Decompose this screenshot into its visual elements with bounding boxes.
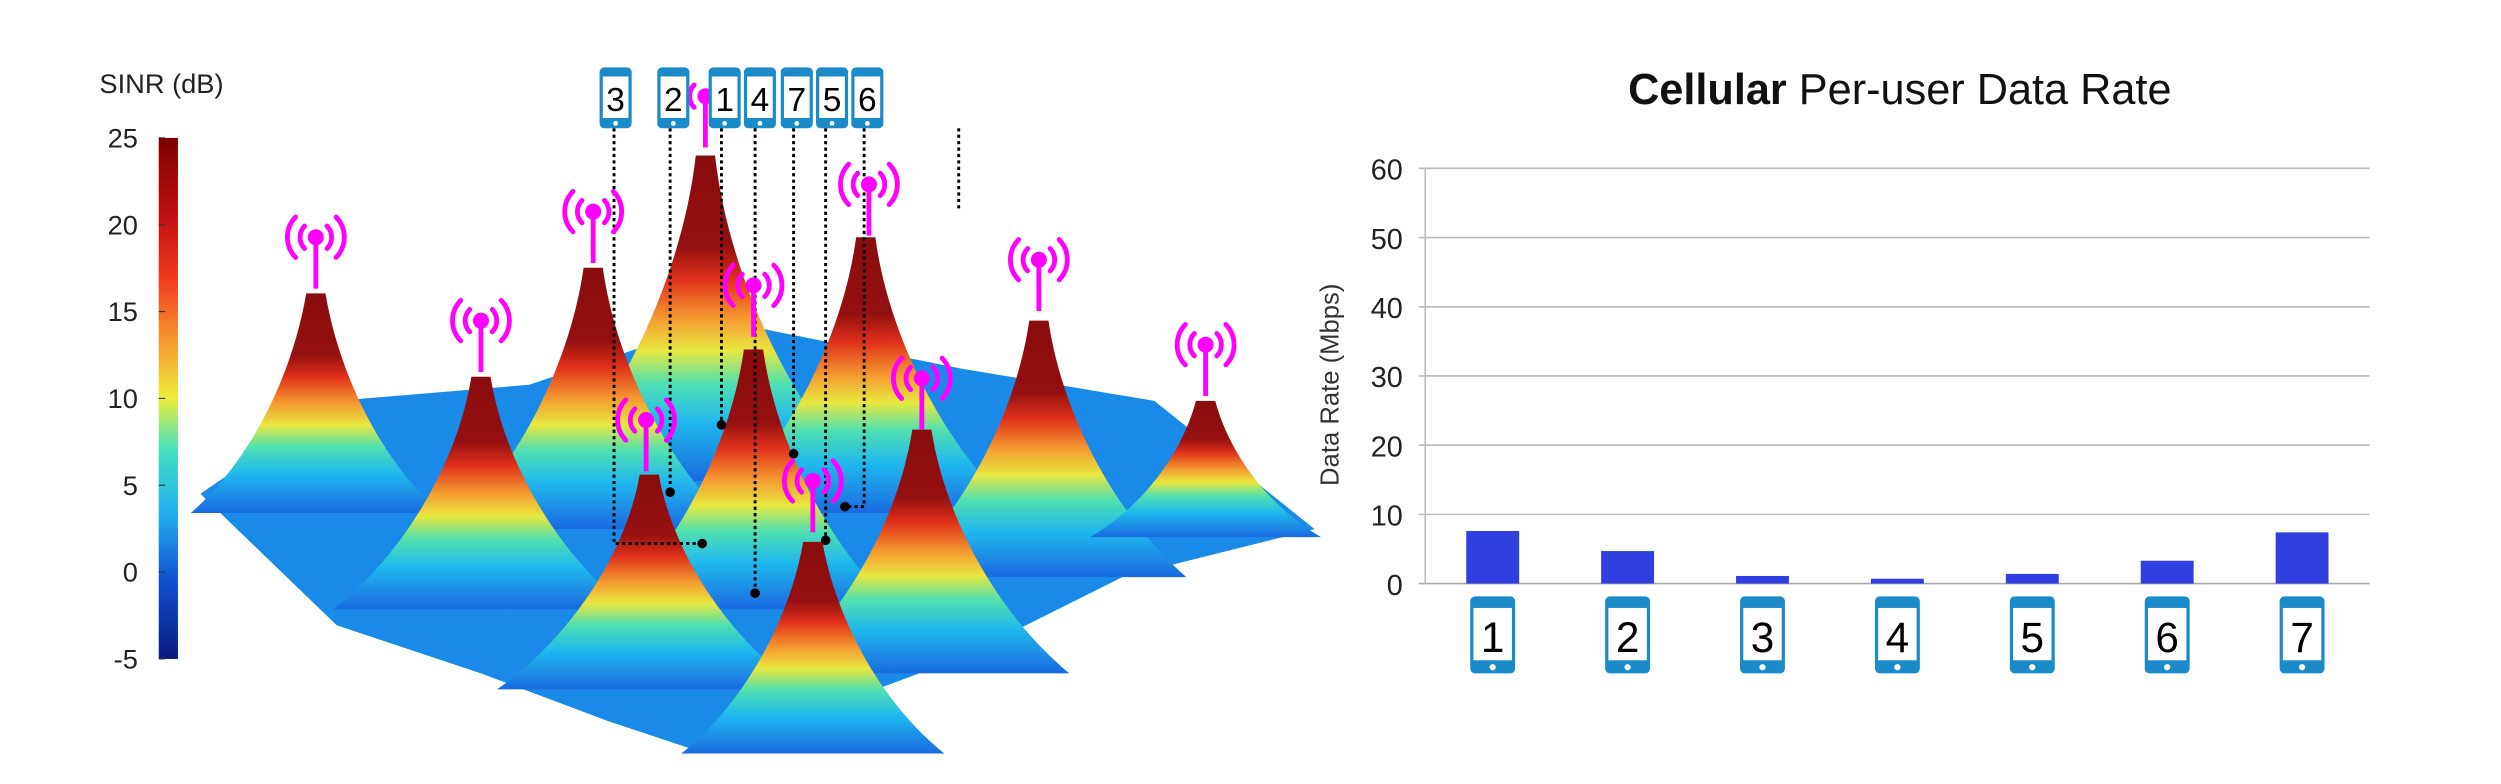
antenna-icon [284,214,347,289]
smartphone-icon: 5 [2009,596,2055,674]
smartphone-icon: 4 [743,67,776,129]
colorbar-tick-label: 5 [123,470,138,501]
colorbar-tick-label: 15 [108,296,138,327]
colorbar-tick-label: 10 [108,383,138,414]
phone-label: 5 [2021,614,2045,661]
user-location-dot [840,501,850,512]
sinr-peak [448,267,738,530]
chart-title: Cellular Per-user Data Rate [1628,66,2171,114]
colorbar-tick-label: 0 [123,557,138,588]
user-location-dot [750,588,760,599]
smartphone-icon: 6 [851,67,884,129]
smartphone-icon: 7 [780,67,813,129]
bar [1870,578,1924,584]
smartphone-icon: 5 [816,67,849,129]
colorbar [158,137,178,659]
y-tick-label: 50 [1371,224,1403,256]
antenna-icon [615,397,677,472]
smartphone-icon: 1 [708,67,741,129]
bar [2140,560,2194,584]
sinr-peak [333,376,629,610]
user-location-dot [716,420,727,430]
colorbar-title: SINR (dB) [99,68,223,99]
antenna-icon [1174,322,1237,397]
bar [1466,530,1520,584]
colorbar-tick-label: 20 [108,209,138,240]
bar [1601,551,1655,584]
sinr-surface [190,155,1322,754]
smartphone-icon: 2 [657,67,690,129]
smartphone-icon: 1 [1470,596,1516,674]
bar [1736,575,1789,584]
y-tick-label: 40 [1371,293,1403,325]
phone-label: 2 [664,82,683,119]
smartphone-icon: 4 [1874,596,1920,674]
antenna-icon [781,458,844,533]
bar [2005,573,2059,584]
smartphone-icon: 3 [599,67,632,129]
y-axis-label: Data Rate (Mbps) [1317,284,1345,486]
y-tick-label: 60 [1371,155,1403,187]
antenna-icon [722,262,785,337]
sinr-peak [496,474,802,690]
phone-label: 7 [2290,614,2314,661]
phone-label: 2 [1616,614,1640,661]
user-location-dot [820,535,831,546]
phone-label: 7 [787,82,806,119]
chart-title-bold: Cellular [1628,66,1787,114]
user-location-dot [697,538,708,549]
antenna-icon [562,189,625,263]
sinr-peak [891,320,1187,578]
colorbar-tick-label: 25 [108,123,138,154]
colorbar-ticks: 25 20 15 10 5 0 -5 [108,123,166,675]
sinr-peak [681,541,945,754]
phone-label: 4 [751,82,770,119]
smartphone-icon: 2 [1605,596,1651,674]
antenna-icon [1008,237,1070,312]
phone-label: 6 [2155,614,2179,661]
y-tick-label: 10 [1371,501,1403,533]
phone-label: 3 [606,82,625,119]
bar-chart: 0 10 20 30 40 50 60 1 2 3 4 5 6 7 [1371,155,2370,674]
phone-label: 4 [1886,614,1910,661]
sinr-peak [774,429,1070,674]
bar [2275,532,2329,584]
smartphone-icon: 6 [2144,596,2190,674]
phone-label: 5 [823,82,842,119]
y-tick-label: 0 [1387,570,1403,602]
sinr-peak [190,293,441,514]
smartphone-icon: 7 [2279,596,2325,674]
user-location-line [844,128,866,509]
sinr-peak [1090,400,1322,538]
y-tick-label: 30 [1371,362,1403,394]
sinr-peak [713,237,1019,514]
base-stations [284,73,1237,533]
smartphone-icon: 3 [1740,596,1785,674]
antenna-icon [838,161,900,236]
user-location-dot [788,448,799,459]
phone-label: 1 [715,82,734,119]
colorbar-tick-label: -5 [114,644,138,675]
antenna-icon [890,355,953,430]
phone-label: 3 [1751,614,1775,661]
user-location-dot [665,487,675,498]
y-tick-label: 20 [1371,431,1403,463]
phone-label: 6 [858,82,877,119]
user-location-lines [612,128,961,599]
antenna-icon [450,298,512,372]
phone-label: 1 [1481,614,1505,661]
chart-title-rest: Per-user Data Rate [1787,66,2172,114]
